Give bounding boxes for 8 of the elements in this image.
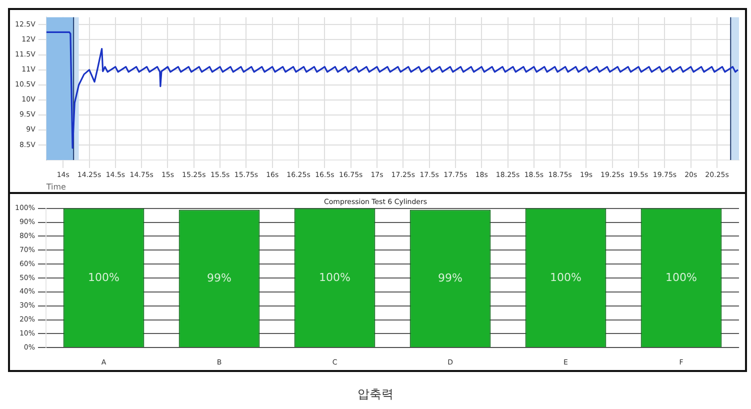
data-label: 100% xyxy=(319,270,350,284)
data-label: 100% xyxy=(666,270,697,284)
data-label: 100% xyxy=(88,270,120,284)
data-label: 100% xyxy=(550,270,582,284)
x-axis-title: Time xyxy=(45,182,66,192)
data-label: 99% xyxy=(438,272,462,285)
text: 압축력 xyxy=(356,386,394,403)
data-label: 99% xyxy=(207,272,232,285)
